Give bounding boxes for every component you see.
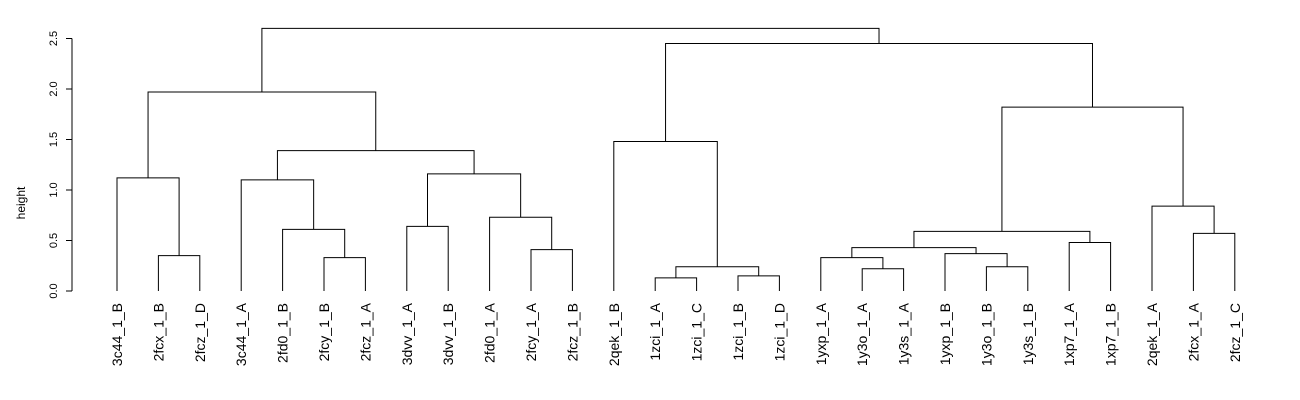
y-tick-label: 2.0 (48, 81, 60, 96)
leaf-label: 3dvv_1_B (440, 303, 456, 365)
leaf-label: 1yxp_1_B (937, 303, 953, 365)
dendrogram-merge (654, 277, 698, 291)
leaf-label: 1y3o_1_A (854, 302, 870, 366)
dendrogram-merge (1192, 232, 1236, 291)
leaf-label: 2fcz_1_C (1227, 303, 1243, 362)
leaf-label: 2fcx_1_B (150, 303, 166, 361)
dendrogram-merge (737, 275, 780, 291)
dendrogram-merge (1151, 205, 1215, 291)
dendrogram-merge (861, 268, 905, 291)
dendrogram-merge (282, 228, 346, 291)
y-tick-label: 2.5 (48, 31, 60, 46)
dendrogram-merge (323, 257, 366, 291)
dendrogram-merge (276, 150, 475, 180)
dendrogram-merge (147, 91, 377, 178)
leaf-label: 3dvv_1_A (399, 302, 415, 365)
leaf-labels: 3c44_1_B 2fcx_1_B 2fcz_1_D 3c44_1_A 2fd0_1_B… (109, 302, 1243, 366)
dendrogram-merge (665, 43, 1093, 142)
y-tick-label: 1.0 (48, 182, 60, 197)
dendrogram-merge (157, 255, 201, 291)
leaf-label: 3c44_1_A (233, 302, 249, 366)
leaf-label: 1zci_1_B (730, 303, 746, 361)
dendrogram-merge (820, 257, 884, 291)
dendrogram-merge (489, 216, 553, 291)
dendrogram-merge (1001, 106, 1184, 232)
leaf-label: 2qek_1_A (1144, 302, 1160, 366)
dendrogram-merge (530, 249, 573, 291)
y-tick-label: 0.0 (48, 283, 60, 298)
leaf-label: 1xp7_1_B (1103, 303, 1119, 366)
leaf-label: 1y3s_1_A (896, 302, 912, 365)
leaf-label: 1y3s_1_B (1020, 303, 1036, 365)
y-axis: height 0.0 0.5 1.0 1.5 2.0 2.5 (14, 31, 73, 299)
leaf-label: 1zci_1_A (647, 302, 663, 360)
dendrogram-merge (116, 177, 180, 291)
leaf-label: 1y3o_1_B (978, 303, 994, 366)
dendrogram-merge (1068, 242, 1112, 291)
leaf-label: 2fcy_1_B (316, 303, 332, 361)
leaf-label: 2qek_1_B (606, 303, 622, 366)
leaf-label: 2fcy_1_A (523, 302, 539, 361)
dendrogram-merge (406, 225, 449, 291)
dendrogram-merge (851, 247, 977, 258)
leaf-label: 2fcz_1_A (357, 302, 373, 361)
leaf-label: 1yxp_1_A (813, 302, 829, 365)
y-tick-label: 0.5 (48, 233, 60, 248)
leaf-label: 2fd0_1_A (482, 302, 498, 363)
dendrogram-merge (240, 179, 315, 291)
dendrogram-merge (985, 266, 1029, 291)
leaf-label: 2fd0_1_B (275, 303, 291, 363)
leaf-label: 3c44_1_B (109, 303, 125, 366)
dendrogram-merge (427, 173, 522, 227)
leaf-label: 2fcz_1_B (564, 303, 580, 361)
leaf-label: 2fcx_1_A (1185, 302, 1201, 361)
dendrogram-merge (261, 27, 880, 93)
dendrogram-merge (613, 141, 718, 291)
leaf-label: 1xp7_1_A (1061, 302, 1077, 366)
leaf-label: 2fcz_1_D (192, 303, 208, 362)
y-tick-label: 1.5 (48, 132, 60, 147)
dendrogram-merge (913, 230, 1091, 248)
dendrogram-merge (944, 253, 1008, 291)
dendrogram-tree (116, 27, 1236, 291)
leaf-label: 1zci_1_C (689, 303, 705, 361)
y-axis-title: height (14, 186, 28, 219)
leaf-label: 1zci_1_D (771, 303, 787, 361)
